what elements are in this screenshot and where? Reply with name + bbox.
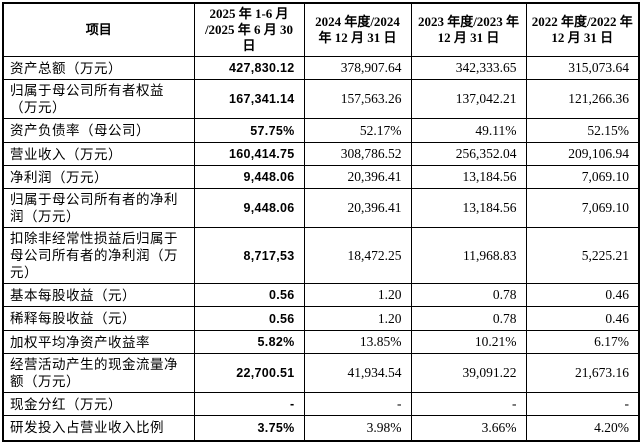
table-row-cash-dividend: 现金分红（万元） - - - - (2, 392, 640, 416)
row-label: 经营活动产生的现金流量净额（万元） (2, 353, 195, 393)
table-header-row: 项目 2025 年 1-6 月 /2025 年 6 月 30 日 2024 年度… (2, 2, 640, 57)
row-label: 归属于母公司所有者的净利润（万元） (2, 188, 195, 228)
row-label: 资产负债率（母公司） (2, 118, 195, 143)
table-row-weighted-avg-roe: 加权平均净资产收益率 5.82% 13.85% 10.21% 6.17% (2, 330, 640, 354)
row-label: 资产总额（万元） (2, 56, 195, 80)
cell-value: 18,472.25 (303, 227, 412, 284)
cell-value: 1.20 (303, 283, 412, 307)
cell-value: 5.82% (193, 330, 305, 354)
row-label: 加权平均净资产收益率 (2, 330, 195, 354)
table-row-revenue: 营业收入（万元） 160,414.75 308,786.52 256,352.0… (2, 142, 640, 166)
cell-value: 20,396.41 (303, 165, 412, 189)
cell-value: 52.15% (525, 118, 640, 143)
cell-value: 11,968.83 (410, 227, 527, 284)
cell-value: 0.56 (193, 306, 305, 331)
row-label: 归属于母公司所有者权益（万元） (2, 79, 195, 119)
cell-value: 308,786.52 (303, 142, 412, 166)
cell-value: 167,341.14 (193, 79, 305, 119)
row-label: 研发投入占营业收入比例 (2, 415, 195, 441)
cell-value: 22,700.51 (193, 353, 305, 393)
table-row-net-profit: 净利润（万元） 9,448.06 20,396.41 13,184.56 7,0… (2, 165, 640, 189)
table-row-parent-equity: 归属于母公司所有者权益（万元） 167,341.14 157,563.26 13… (2, 79, 640, 119)
cell-value: 160,414.75 (193, 142, 305, 166)
cell-value: 13,184.56 (410, 165, 527, 189)
table-row-total-assets: 资产总额（万元） 427,830.12 378,907.64 342,333.6… (2, 56, 640, 80)
cell-value: 20,396.41 (303, 188, 412, 228)
cell-value: 427,830.12 (193, 56, 305, 80)
row-label: 基本每股收益（元） (2, 283, 195, 307)
cell-value: 157,563.26 (303, 79, 412, 119)
column-header-2024: 2024 年度/2024 年 12 月 31 日 (303, 2, 412, 57)
cell-value: 0.46 (525, 283, 640, 307)
column-header-2023: 2023 年度/2023 年 12 月 31 日 (410, 2, 527, 57)
cell-value: 0.46 (525, 306, 640, 331)
table-row-debt-ratio: 资产负债率（母公司） 57.75% 52.17% 49.11% 52.15% (2, 118, 640, 143)
cell-value: 121,266.36 (525, 79, 640, 119)
cell-value: 10.21% (410, 330, 527, 354)
cell-value: - (193, 392, 305, 416)
cell-value: 4.20% (525, 415, 640, 441)
cell-value: 7,069.10 (525, 188, 640, 228)
cell-value: 3.98% (303, 415, 412, 441)
column-header-2022: 2022 年度/2022 年 12 月 31 日 (525, 2, 640, 57)
table-row-rd-to-revenue-ratio: 研发投入占营业收入比例 3.75% 3.98% 3.66% 4.20% (2, 415, 640, 441)
cell-value: 0.78 (410, 306, 527, 331)
table-row-net-profit-excl-nonrecurring: 扣除非经常性损益后归属于母公司所有者的净利润（万元） 8,717,53 18,4… (2, 227, 640, 284)
cell-value: 256,352.04 (410, 142, 527, 166)
cell-value: 209,106.94 (525, 142, 640, 166)
cell-value: - (410, 392, 527, 416)
cell-value: 57.75% (193, 118, 305, 143)
cell-value: 7,069.10 (525, 165, 640, 189)
column-header-item: 项目 (2, 2, 195, 57)
cell-value: - (303, 392, 412, 416)
cell-value: 1.20 (303, 306, 412, 331)
cell-value: 0.78 (410, 283, 527, 307)
row-label: 现金分红（万元） (2, 392, 195, 416)
cell-value: 6.17% (525, 330, 640, 354)
cell-value: 9,448.06 (193, 165, 305, 189)
cell-value: 315,073.64 (525, 56, 640, 80)
cell-value: 9,448.06 (193, 188, 305, 228)
row-label: 扣除非经常性损益后归属于母公司所有者的净利润（万元） (2, 227, 195, 284)
table-row-basic-eps: 基本每股收益（元） 0.56 1.20 0.78 0.46 (2, 283, 640, 307)
cell-value: 342,333.65 (410, 56, 527, 80)
cell-value: 3.75% (193, 415, 305, 441)
column-header-2025h1: 2025 年 1-6 月 /2025 年 6 月 30 日 (193, 2, 305, 57)
table-row-operating-cash-flow: 经营活动产生的现金流量净额（万元） 22,700.51 41,934.54 39… (2, 353, 640, 393)
cell-value: 0.56 (193, 283, 305, 307)
cell-value: 13,184.56 (410, 188, 527, 228)
cell-value: 13.85% (303, 330, 412, 354)
cell-value: 378,907.64 (303, 56, 412, 80)
cell-value: 137,042.21 (410, 79, 527, 119)
cell-value: - (525, 392, 640, 416)
row-label: 稀释每股收益（元） (2, 306, 195, 331)
cell-value: 52.17% (303, 118, 412, 143)
cell-value: 3.66% (410, 415, 527, 441)
cell-value: 49.11% (410, 118, 527, 143)
cell-value: 41,934.54 (303, 353, 412, 393)
row-label: 营业收入（万元） (2, 142, 195, 166)
cell-value: 21,673.16 (525, 353, 640, 393)
row-label: 净利润（万元） (2, 165, 195, 189)
table-row-diluted-eps: 稀释每股收益（元） 0.56 1.20 0.78 0.46 (2, 306, 640, 331)
cell-value: 8,717,53 (193, 227, 305, 284)
cell-value: 5,225.21 (525, 227, 640, 284)
table-row-parent-net-profit: 归属于母公司所有者的净利润（万元） 9,448.06 20,396.41 13,… (2, 188, 640, 228)
cell-value: 39,091.22 (410, 353, 527, 393)
